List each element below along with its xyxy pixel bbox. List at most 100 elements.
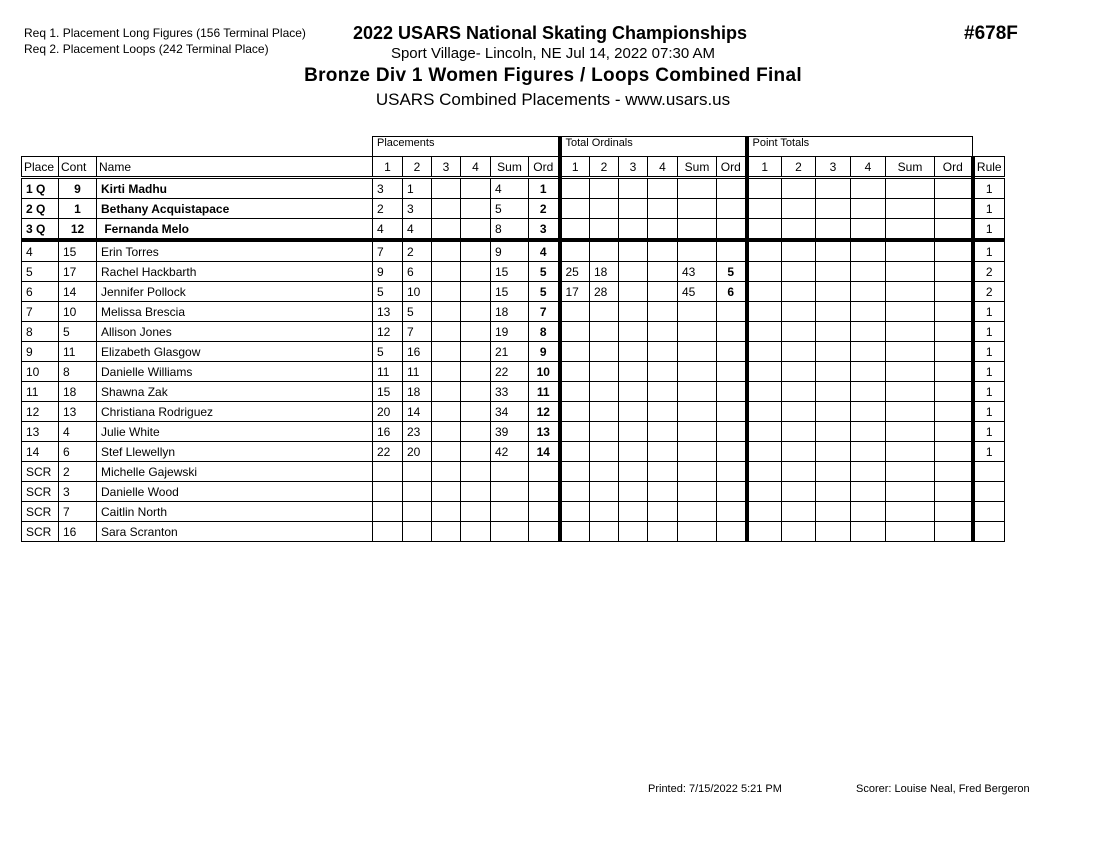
total-ordinal-cell (677, 218, 717, 242)
point-total-cell (934, 481, 973, 502)
point-total-cell (815, 441, 851, 462)
placement-cell (460, 239, 491, 262)
rule-cell: 2 (970, 281, 1005, 302)
total-ordinal-cell (647, 239, 678, 262)
rule-cell: 1 (970, 239, 1005, 262)
rule-cell: 1 (970, 218, 1005, 242)
total-ordinal-cell (557, 341, 590, 362)
total-ordinal-cell (589, 301, 619, 322)
point-total-cell (744, 361, 782, 382)
name-cell: Kirti Madhu (96, 177, 373, 199)
point-total-cell (744, 261, 782, 282)
cont-cell: 14 (58, 281, 97, 302)
placement-cell: 2 (528, 198, 560, 219)
name-cell: Bethany Acquistapace (96, 198, 373, 219)
total-ordinal-cell (618, 401, 648, 422)
total-ordinal-cell (647, 381, 678, 402)
total-ordinal-cell (557, 501, 590, 522)
table-row: 2 Q 1 Bethany Acquistapace 2 3 5 2 1 (21, 198, 1005, 219)
placement-cell (460, 321, 491, 342)
placement-cell (431, 501, 461, 522)
column-header: 4 (647, 156, 678, 179)
total-ordinal-cell (557, 441, 590, 462)
total-ordinal-cell (716, 481, 747, 502)
total-ordinal-cell (557, 481, 590, 502)
placement-cell: 22 (372, 441, 403, 462)
total-ordinal-cell: 5 (716, 261, 747, 282)
placement-cell: 9 (372, 261, 403, 282)
total-ordinal-cell (589, 501, 619, 522)
placement-cell (431, 361, 461, 382)
cont-cell: 9 (58, 177, 97, 199)
venue-date: Sport Village- Lincoln, NE Jul 14, 2022 … (390, 45, 716, 62)
name-cell: Allison Jones (96, 321, 373, 342)
placement-cell: 16 (372, 421, 403, 442)
total-ordinal-cell (589, 341, 619, 362)
total-ordinal-cell (647, 421, 678, 442)
point-total-cell (744, 481, 782, 502)
column-header: 2 (589, 156, 619, 179)
total-ordinal-cell (716, 218, 747, 242)
place-cell: 7 (21, 301, 59, 322)
point-total-cell (815, 261, 851, 282)
cont-cell: 8 (58, 361, 97, 382)
rule-cell: 1 (970, 381, 1005, 402)
competition-title: 2022 USARS National Skating Championship… (352, 23, 748, 43)
cont-cell: 7 (58, 501, 97, 522)
point-total-cell (815, 401, 851, 422)
placement-cell: 5 (528, 281, 560, 302)
point-total-cell (885, 381, 935, 402)
point-total-cell (781, 321, 816, 342)
total-ordinal-cell (618, 321, 648, 342)
point-total-cell (934, 341, 973, 362)
table-row: SCR 2 Michelle Gajewski (21, 461, 1005, 482)
point-total-cell (885, 461, 935, 482)
place-cell: 10 (21, 361, 59, 382)
total-ordinal-cell (716, 521, 747, 542)
total-ordinal-cell (618, 281, 648, 302)
placement-cell: 5 (372, 281, 403, 302)
placement-cell (431, 281, 461, 302)
point-total-cell (744, 281, 782, 302)
total-ordinal-cell (677, 361, 717, 382)
column-header: Rule (970, 156, 1005, 179)
point-total-cell (934, 501, 973, 522)
table-row: SCR 3 Danielle Wood (21, 481, 1005, 502)
point-total-cell (934, 441, 973, 462)
total-ordinal-cell (618, 501, 648, 522)
total-ordinal-cell (618, 381, 648, 402)
placement-cell (460, 361, 491, 382)
point-total-cell (815, 198, 851, 219)
name-cell: Danielle Williams (96, 361, 373, 382)
placement-cell (490, 461, 529, 482)
total-ordinal-cell (716, 239, 747, 262)
table-row: 11 18 Shawna Zak 15 18 33 11 1 (21, 381, 1005, 402)
point-total-cell (815, 521, 851, 542)
point-total-cell (850, 261, 886, 282)
point-total-cell (815, 481, 851, 502)
point-total-cell (744, 301, 782, 322)
placement-cell: 19 (490, 321, 529, 342)
point-total-cell (850, 441, 886, 462)
placement-cell: 8 (490, 218, 529, 242)
rule-cell: 1 (970, 341, 1005, 362)
rule-cell (970, 481, 1005, 502)
placement-cell: 33 (490, 381, 529, 402)
column-header: Place (21, 156, 59, 179)
placement-cell (460, 461, 491, 482)
point-total-cell (885, 301, 935, 322)
point-total-cell (934, 401, 973, 422)
placement-cell: 18 (490, 301, 529, 322)
point-total-cell (885, 361, 935, 382)
placement-cell: 5 (528, 261, 560, 282)
placement-cell (372, 501, 403, 522)
placement-cell (431, 481, 461, 502)
table-row: 8 5 Allison Jones 12 7 19 8 1 (21, 321, 1005, 342)
placement-cell (490, 521, 529, 542)
total-ordinal-cell (618, 521, 648, 542)
point-total-cell (815, 381, 851, 402)
placement-cell (431, 341, 461, 362)
total-ordinal-cell (618, 481, 648, 502)
placement-cell (431, 198, 461, 219)
point-total-cell (885, 341, 935, 362)
